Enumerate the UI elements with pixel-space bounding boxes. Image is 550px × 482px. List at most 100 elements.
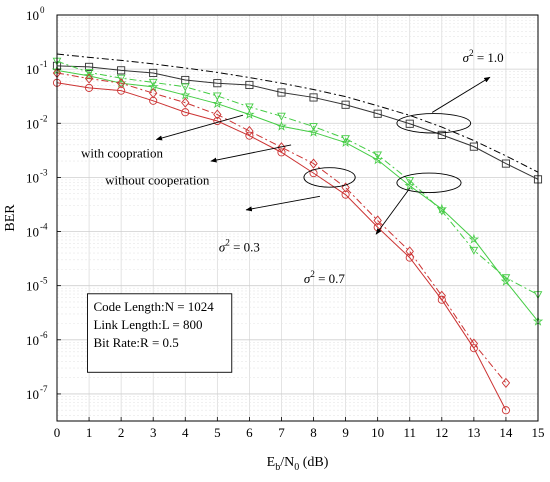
info-box-line: Bit Rate:R = 0.5 [93,335,178,350]
info-box-line: Code Length:N = 1024 [93,299,214,314]
data-point-triangle [116,74,126,83]
x-axis-label-subscript: 0 [294,462,299,473]
sigma-exponent: 2 [225,238,230,248]
series-line [56,69,539,322]
sigma-symbol: σ [219,240,226,255]
annotation-ellipse [303,167,356,188]
data-point-diamond [309,158,318,169]
x-tick-label: 15 [532,425,545,440]
y-tick-label: 10 [26,62,39,77]
data-point-diamond [116,78,126,89]
data-point-triangle [245,103,254,112]
y-tick-exponent: -5 [40,276,48,286]
info-box [87,293,233,373]
data-point-circle [85,83,94,92]
x-tick-label: 13 [467,425,480,440]
data-point-star [468,233,480,244]
x-tick-label: 5 [214,425,221,440]
data-point-star [276,120,287,131]
data-point-circle [277,148,286,157]
data-point-star [372,154,383,165]
x-tick-label: 2 [118,425,125,440]
y-tick-label: 10 [26,333,39,348]
sigma-symbol: σ [304,271,311,286]
data-point-circle [405,253,414,262]
data-point-circle [341,190,350,199]
annotation-sigma03: σ2 = 0.3 [219,238,260,255]
data-point-circle [181,108,190,117]
data-point-triangle [212,92,222,101]
data-point-square [405,119,414,128]
data-point-star [244,109,255,119]
y-tick-exponent: -2 [40,113,48,123]
data-point-star [180,89,191,100]
data-point-star [404,180,415,191]
data-point-diamond [213,109,222,120]
annotation-ellipse [396,172,462,194]
data-point-circle [437,295,446,304]
annotation-arrow [375,187,411,235]
data-point-circle [117,86,126,95]
series-line [56,82,507,411]
x-tick-label: 6 [246,425,253,440]
x-axis-label-part: (dB) [299,455,329,470]
data-point-square [213,79,222,88]
data-point-diamond [277,142,286,153]
series-line [56,65,539,180]
annotation-sigma10: σ2 = 1.0 [463,48,504,65]
data-point-square [149,68,158,78]
x-axis-label: Eb/N0 (dB) [267,455,329,473]
data-point-triangle [341,135,350,144]
series [56,53,539,173]
data-point-star [436,203,448,214]
x-tick-label: 14 [499,425,513,440]
y-tick-exponent: -4 [40,222,48,232]
x-axis-label-part: /N [280,455,294,470]
data-point-square [341,100,350,109]
data-point-diamond [181,97,190,108]
sigma-symbol: σ [463,50,470,65]
data-point-square [277,88,286,97]
y-tick-label: 10 [26,116,39,131]
series-line [56,60,539,296]
data-point-triangle [148,78,158,87]
y-tick-exponent: -7 [40,384,48,394]
x-tick-label: 10 [371,425,384,440]
data-point-star [340,137,351,148]
data-point-triangle [84,68,94,77]
data-point-circle [245,131,254,140]
x-tick-label: 11 [403,425,416,440]
data-point-star [212,98,223,109]
annotation-sigma07: σ2 = 0.7 [304,269,346,286]
data-point-diamond [84,73,94,84]
info-box-line: Link Length:L = 800 [93,317,202,332]
annotation-arrow [431,76,491,113]
sigma-exponent: 2 [310,269,315,279]
annotation-with: with coopration [81,145,163,160]
x-tick-label: 9 [342,425,349,440]
y-tick-exponent: -1 [40,59,48,69]
data-point-triangle [469,246,479,255]
sigma-value: = 1.0 [474,50,504,65]
data-point-diamond [405,246,414,257]
data-point-square [501,159,510,168]
data-point-triangle [180,83,190,92]
x-tick-label: 4 [182,425,189,440]
series [52,61,543,184]
data-point-triangle [501,274,511,283]
y-tick-exponent: 0 [40,5,45,15]
annotation-ellipse [396,113,472,134]
y-tick-label: 10 [26,387,39,402]
y-tick-label: 10 [26,279,39,294]
data-point-square [373,109,382,118]
data-point-diamond [501,377,511,388]
data-point-triangle [373,151,383,160]
data-point-circle [501,406,510,415]
data-point-triangle [277,112,286,121]
data-point-star [500,275,512,286]
x-tick-label: 0 [54,425,61,440]
annotation-without: without cooperation [105,172,210,187]
